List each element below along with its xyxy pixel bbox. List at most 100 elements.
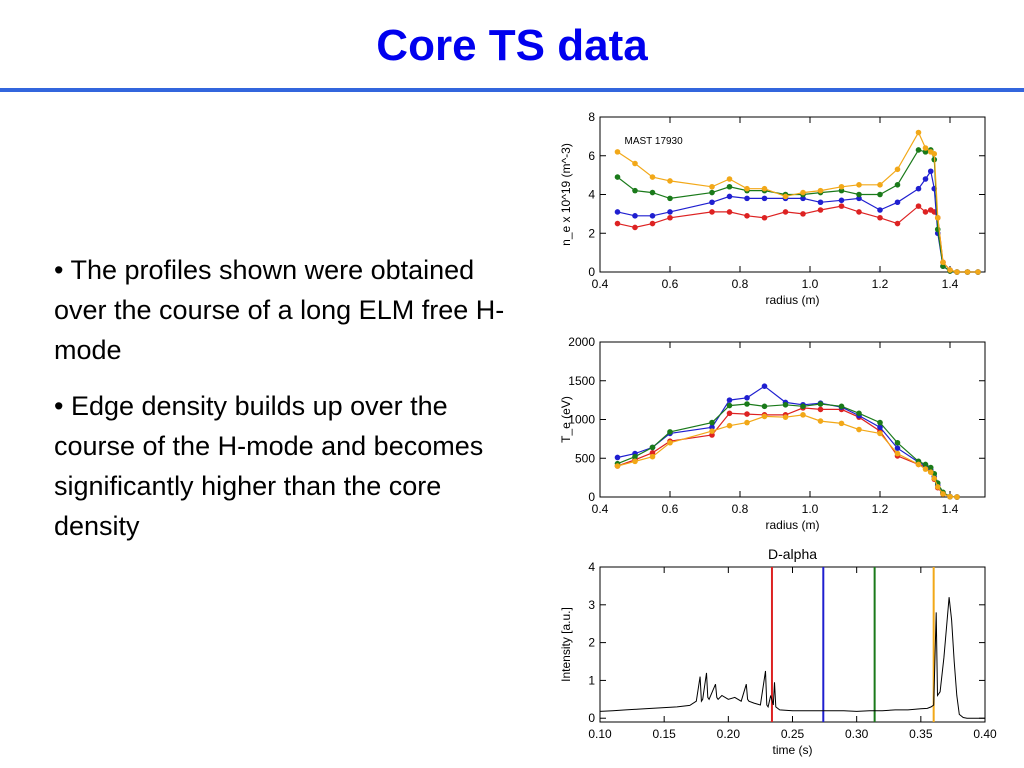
data-point [838, 403, 845, 410]
data-point [614, 149, 621, 155]
data-point [940, 259, 946, 266]
data-point [856, 410, 862, 417]
data-point [782, 401, 789, 408]
data-point [940, 491, 946, 497]
y-tick-label: 0 [588, 265, 595, 279]
data-point [922, 466, 929, 472]
data-point [856, 195, 862, 202]
x-tick-label: 0.35 [909, 727, 933, 741]
y-axis-label: Intensity [a.u.] [559, 607, 573, 682]
data-point [726, 397, 733, 403]
x-tick-label: 0.4 [592, 277, 609, 291]
y-tick-label: 0 [588, 711, 595, 725]
series-line [617, 414, 958, 498]
data-point [954, 494, 960, 500]
data-point [726, 193, 733, 200]
data-point [877, 424, 883, 431]
series-line [617, 169, 978, 273]
data-point [954, 269, 960, 275]
bullet-item: • The profiles shown were obtained over … [54, 255, 505, 365]
data-point [927, 464, 934, 471]
data-point [894, 445, 901, 451]
data-point [614, 463, 621, 469]
data-point [726, 176, 733, 182]
data-point [709, 432, 715, 438]
data-point [632, 187, 638, 194]
data-point [709, 199, 715, 206]
data-point [667, 209, 673, 215]
data-point [744, 395, 750, 401]
x-tick-label: 1.4 [942, 502, 959, 516]
data-point [761, 195, 768, 202]
data-point [726, 410, 733, 417]
data-point [726, 422, 733, 429]
data-point [922, 145, 929, 151]
data-point [817, 406, 824, 413]
data-point [915, 203, 922, 209]
data-point [894, 439, 901, 446]
data-point [709, 424, 715, 431]
x-tick-label: 0.30 [845, 727, 869, 741]
y-axis-label: T_e (eV) [559, 396, 573, 443]
y-tick-label: 8 [588, 110, 595, 124]
chart-2: 0.4 0.6 0.8 1.0 1.2 1.4 0 500 1000 1500 2000 radius… [559, 335, 986, 532]
data-point [934, 484, 941, 490]
data-point [817, 187, 824, 194]
data-point [817, 401, 824, 407]
data-point [927, 168, 934, 175]
chart-annotation: MAST 17930 [625, 136, 684, 147]
chart-title: D-alpha [768, 546, 817, 562]
data-point [667, 214, 673, 221]
x-tick-label: 1.4 [942, 277, 959, 291]
data-point [667, 195, 673, 202]
data-point [800, 403, 806, 410]
data-point [856, 182, 862, 188]
x-tick-label: 0.15 [652, 727, 676, 741]
title-divider [0, 88, 1024, 92]
y-tick-label: 2 [588, 226, 595, 240]
plot-frame [599, 341, 986, 498]
data-point [838, 187, 845, 194]
data-point [632, 160, 638, 167]
chart-1: 0.4 0.6 0.8 1.0 1.2 1.4 0 2 4 6 8 radius (m) n_e x 1… [559, 110, 986, 307]
data-point [761, 413, 768, 420]
data-point [838, 203, 845, 209]
data-point [744, 411, 750, 417]
data-point [649, 450, 656, 456]
x-axis-label: radius (m) [765, 518, 819, 532]
x-tick-label: 0.10 [588, 727, 612, 741]
y-tick-label: 2 [588, 636, 595, 650]
data-point [632, 453, 638, 460]
data-point [947, 493, 953, 500]
x-tick-label: 0.25 [781, 727, 805, 741]
data-point [838, 183, 845, 190]
x-tick-label: 0.40 [973, 727, 997, 741]
x-tick-label: 1.0 [802, 277, 819, 291]
data-point [667, 439, 673, 446]
data-point [800, 412, 806, 418]
data-point [709, 209, 715, 215]
data-point [726, 402, 733, 409]
data-point [856, 209, 862, 215]
data-point [800, 211, 806, 217]
data-point [726, 183, 733, 190]
bullet-item: • Edge density builds up over the course… [54, 391, 484, 541]
series-line [617, 407, 958, 498]
data-point [931, 151, 938, 157]
data-point [894, 166, 901, 173]
data-point [877, 430, 883, 437]
x-tick-label: 0.8 [732, 502, 749, 516]
x-tick-label: 1.2 [872, 502, 889, 516]
data-point [800, 195, 806, 202]
y-tick-label: 1500 [568, 374, 595, 388]
data-point [975, 269, 981, 275]
data-point [782, 209, 789, 215]
data-point [709, 183, 715, 190]
data-point [632, 224, 638, 231]
y-tick-label: 4 [588, 188, 595, 202]
data-point [915, 185, 922, 192]
data-point [782, 414, 789, 420]
data-point [894, 182, 901, 188]
data-point [934, 214, 941, 221]
data-point [927, 469, 934, 476]
